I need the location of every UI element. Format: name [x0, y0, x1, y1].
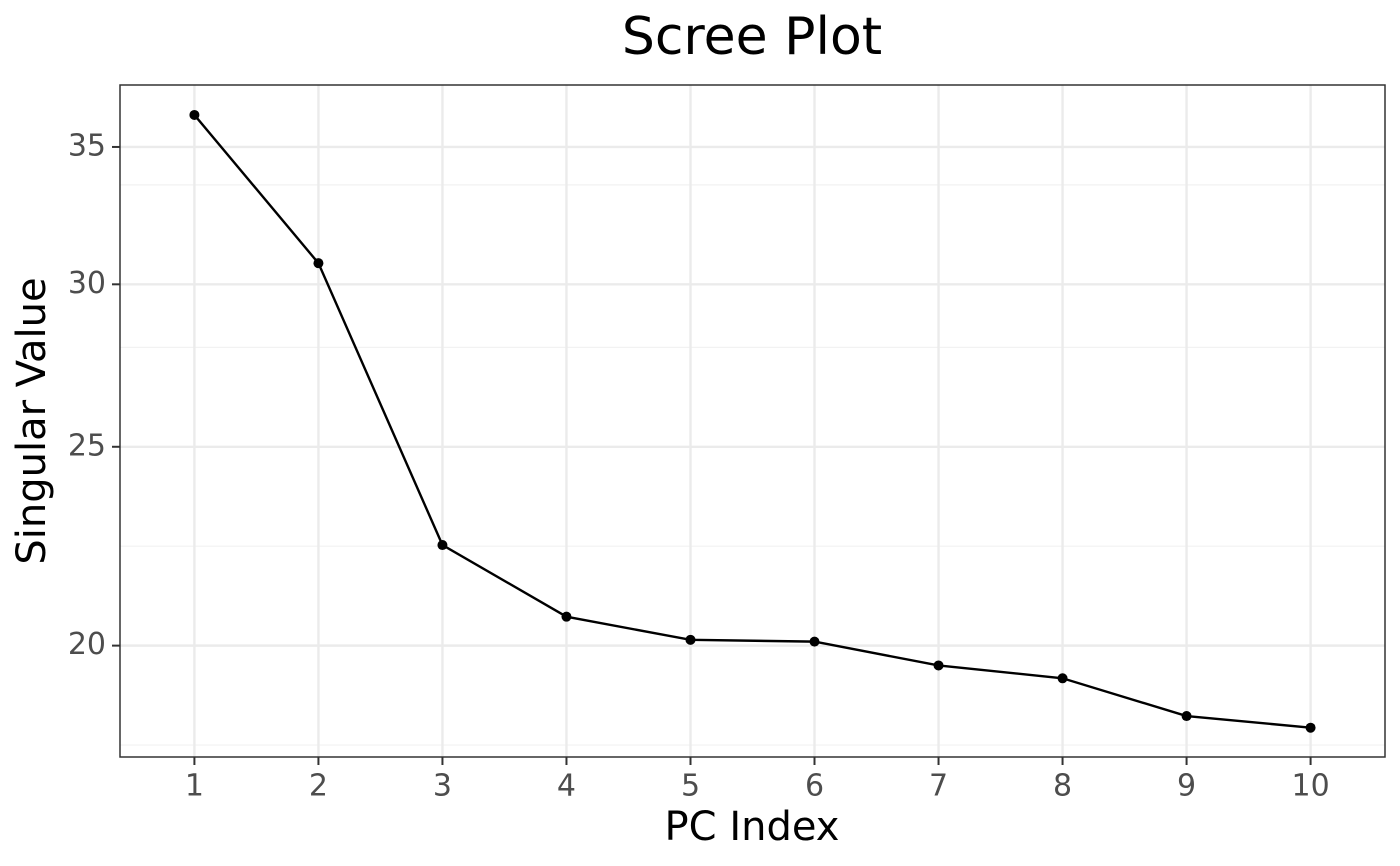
x-tick-label: 10	[1291, 769, 1329, 804]
plot-border	[119, 84, 1386, 758]
y-axis-label: Singular Value	[9, 277, 55, 564]
y-tick-label: 20	[68, 627, 106, 662]
point	[561, 611, 572, 622]
x-tick-label: 4	[557, 769, 576, 804]
y-tick-label: 25	[68, 428, 106, 463]
point	[1305, 722, 1316, 733]
x-tick-label: 9	[1177, 769, 1196, 804]
point	[313, 258, 324, 269]
point	[809, 636, 820, 647]
point	[933, 660, 944, 671]
x-axis-label: PC Index	[665, 804, 840, 850]
point	[685, 634, 696, 645]
point	[1057, 673, 1068, 684]
point	[437, 540, 448, 551]
line	[193, 114, 1311, 729]
y-tick-label: 35	[68, 128, 106, 163]
point	[1181, 711, 1192, 722]
point	[189, 109, 200, 120]
x-tick-label: 2	[309, 769, 328, 804]
chart-title: Scree Plot	[622, 7, 882, 67]
x-tick-label: 8	[1053, 769, 1072, 804]
x-tick-label: 1	[185, 769, 204, 804]
x-tick-label: 5	[681, 769, 700, 804]
x-tick-label: 7	[929, 769, 948, 804]
y-tick-label: 30	[68, 266, 106, 301]
x-tick-label: 6	[805, 769, 824, 804]
x-tick-label: 3	[433, 769, 452, 804]
